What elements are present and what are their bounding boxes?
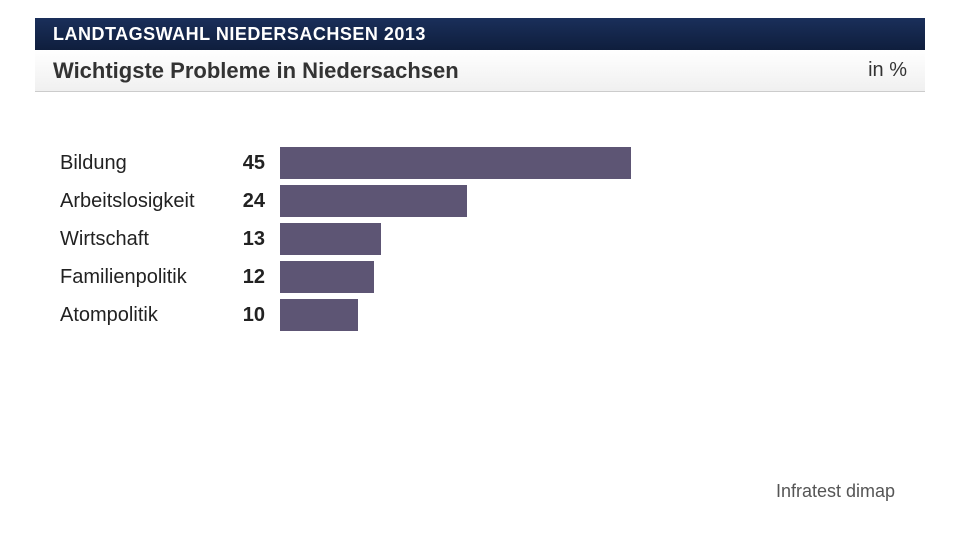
chart-row: Arbeitslosigkeit 24 xyxy=(60,183,880,219)
chart-value: 12 xyxy=(230,266,280,289)
chart-bar xyxy=(280,147,631,179)
chart-row: Familienpolitik 12 xyxy=(60,259,880,295)
chart-value: 13 xyxy=(230,228,280,251)
chart-unit: in % xyxy=(868,59,907,82)
chart-bar-container xyxy=(280,147,880,179)
chart-label: Bildung xyxy=(60,152,230,175)
chart-bar-container xyxy=(280,299,880,331)
chart-bar xyxy=(280,299,358,331)
chart-label: Arbeitslosigkeit xyxy=(60,190,230,213)
chart-row: Bildung 45 xyxy=(60,145,880,181)
chart-label: Atompolitik xyxy=(60,304,230,327)
header-banner-text: LANDTAGSWAHL NIEDERSACHSEN 2013 xyxy=(53,24,426,45)
chart-bar xyxy=(280,261,374,293)
chart-value: 10 xyxy=(230,304,280,327)
chart-bar-container xyxy=(280,223,880,255)
chart-value: 45 xyxy=(230,152,280,175)
chart-label: Familienpolitik xyxy=(60,266,230,289)
source-text: Infratest dimap xyxy=(776,481,895,502)
chart-bar xyxy=(280,223,381,255)
chart-bar-container xyxy=(280,261,880,293)
header-banner: LANDTAGSWAHL NIEDERSACHSEN 2013 xyxy=(35,18,925,50)
chart-subtitle: Wichtigste Probleme in Niedersachsen xyxy=(53,58,459,84)
chart-label: Wirtschaft xyxy=(60,228,230,251)
chart-bar xyxy=(280,185,467,217)
chart-row: Wirtschaft 13 xyxy=(60,221,880,257)
chart-value: 24 xyxy=(230,190,280,213)
subtitle-row: Wichtigste Probleme in Niedersachsen in … xyxy=(35,50,925,92)
chart-area: Bildung 45 Arbeitslosigkeit 24 Wirtschaf… xyxy=(60,145,880,335)
chart-bar-container xyxy=(280,185,880,217)
chart-row: Atompolitik 10 xyxy=(60,297,880,333)
